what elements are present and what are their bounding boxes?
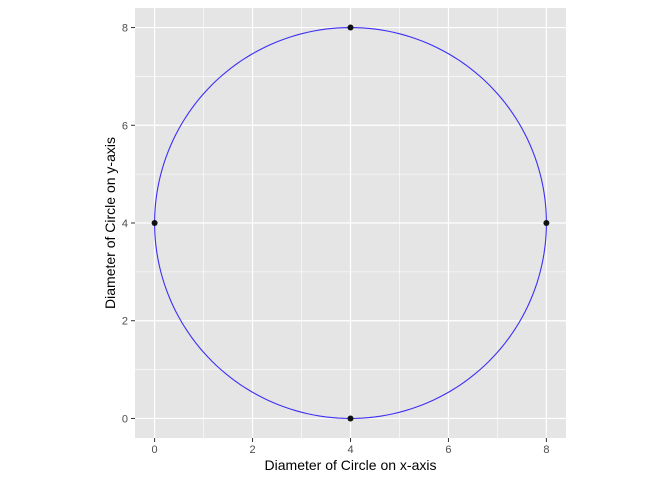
data-point — [347, 415, 354, 422]
x-tick-label: 0 — [152, 444, 158, 456]
x-tick-label: 6 — [445, 444, 451, 456]
data-point — [347, 24, 354, 31]
y-tick-label: 0 — [122, 413, 128, 425]
x-tick-label: 4 — [347, 444, 353, 456]
x-axis-ticks: 0 2 4 6 8 — [152, 438, 549, 456]
x-axis-title: Diameter of Circle on x-axis — [265, 457, 437, 473]
y-tick-label: 8 — [122, 23, 128, 35]
y-axis-title: Diameter of Circle on y-axis — [102, 137, 118, 309]
data-point — [151, 220, 158, 226]
y-tick-label: 4 — [122, 218, 128, 230]
data-point — [543, 220, 550, 226]
y-axis-ticks: 0 2 4 6 8 — [122, 23, 135, 425]
y-tick-label: 6 — [122, 120, 128, 132]
data-points — [151, 24, 550, 422]
x-tick-label: 2 — [249, 444, 255, 456]
x-tick-label: 8 — [543, 444, 549, 456]
y-tick-label: 2 — [122, 316, 128, 328]
